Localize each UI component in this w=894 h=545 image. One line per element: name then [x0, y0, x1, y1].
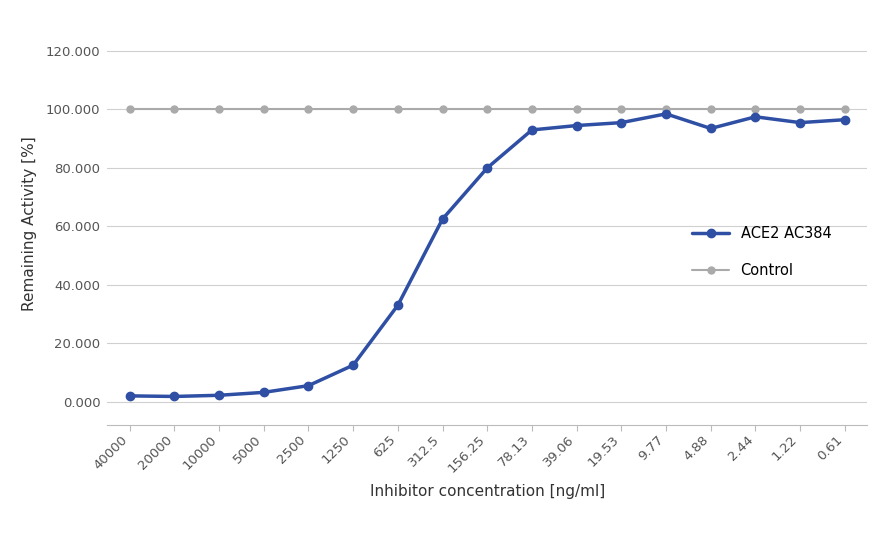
Control [392, 106, 403, 113]
ACE2 AC384 [571, 122, 582, 129]
ACE2 AC384 [527, 126, 537, 133]
ACE2 AC384 [169, 393, 180, 399]
Control [303, 106, 314, 113]
Control [348, 106, 358, 113]
ACE2 AC384 [839, 117, 850, 123]
ACE2 AC384 [661, 111, 671, 117]
Y-axis label: Remaining Activity [%]: Remaining Activity [%] [22, 136, 38, 311]
Control [169, 106, 180, 113]
Line: ACE2 AC384: ACE2 AC384 [125, 110, 849, 401]
Control [661, 106, 671, 113]
ACE2 AC384 [214, 392, 224, 398]
Control [705, 106, 716, 113]
ACE2 AC384 [124, 392, 135, 399]
Control [482, 106, 493, 113]
Control [616, 106, 627, 113]
ACE2 AC384 [705, 125, 716, 132]
ACE2 AC384 [482, 165, 493, 171]
ACE2 AC384 [795, 119, 805, 126]
Control [124, 106, 135, 113]
X-axis label: Inhibitor concentration [ng/ml]: Inhibitor concentration [ng/ml] [369, 484, 605, 499]
Control [750, 106, 761, 113]
ACE2 AC384 [437, 216, 448, 222]
Legend: ACE2 AC384, Control: ACE2 AC384, Control [687, 220, 837, 283]
ACE2 AC384 [392, 302, 403, 308]
ACE2 AC384 [616, 119, 627, 126]
Control [571, 106, 582, 113]
ACE2 AC384 [258, 389, 269, 396]
Control [795, 106, 805, 113]
Control [527, 106, 537, 113]
ACE2 AC384 [303, 383, 314, 389]
Line: Control: Control [126, 106, 848, 113]
Control [437, 106, 448, 113]
Control [258, 106, 269, 113]
ACE2 AC384 [348, 362, 358, 368]
Control [839, 106, 850, 113]
Control [214, 106, 224, 113]
ACE2 AC384 [750, 113, 761, 120]
